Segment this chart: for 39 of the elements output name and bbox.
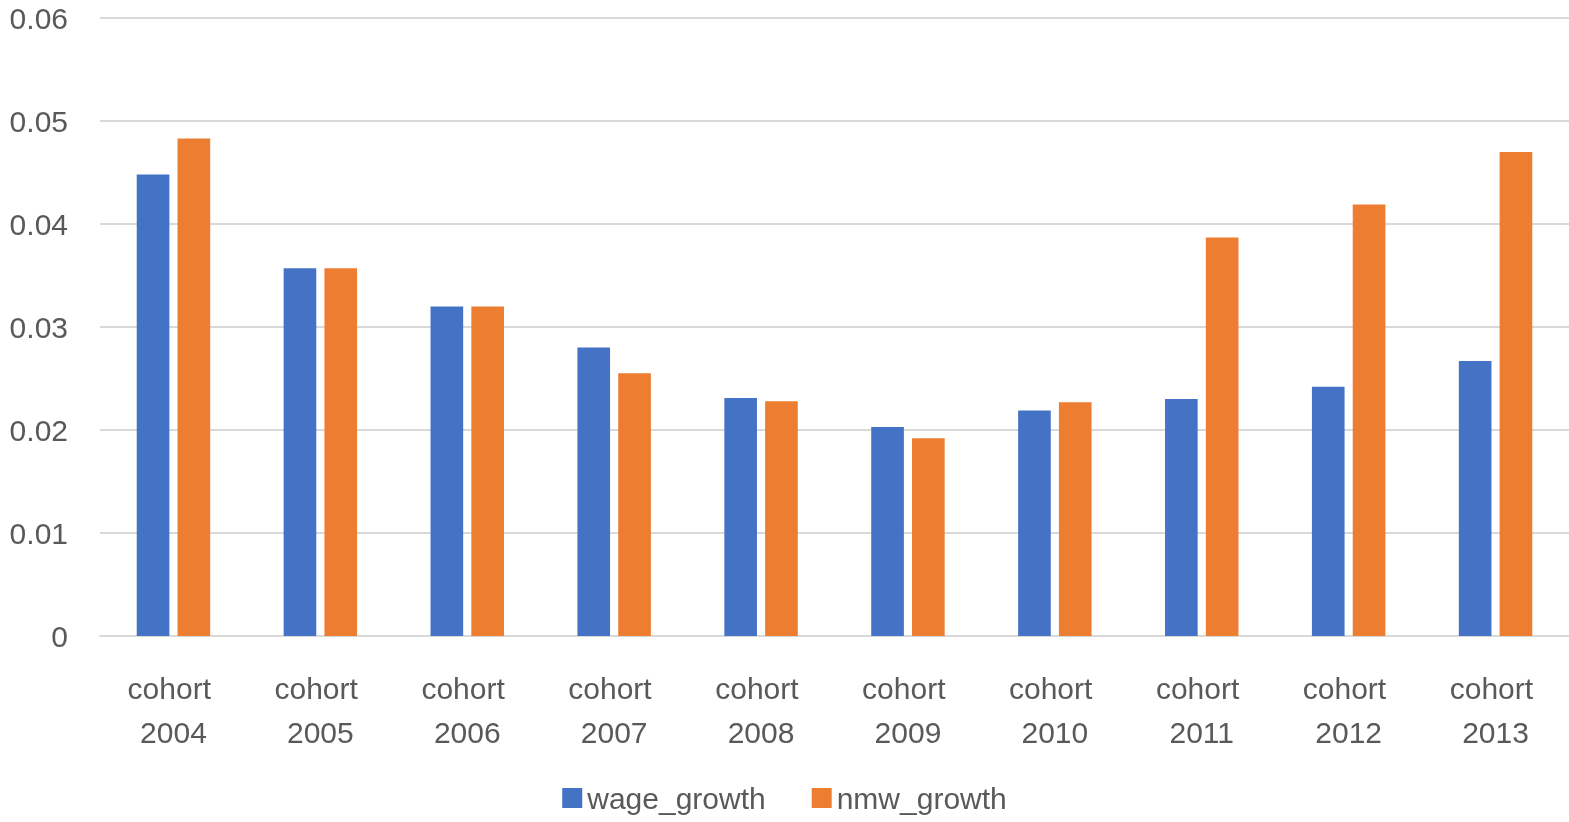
y-tick-label: 0.01 bbox=[9, 516, 68, 550]
y-tick-label: 0.03 bbox=[9, 310, 68, 344]
bar bbox=[471, 306, 504, 636]
y-tick-label: 0.05 bbox=[9, 104, 68, 138]
bar bbox=[1165, 399, 1198, 636]
x-tick-label: cohort 2010 bbox=[1008, 671, 1101, 749]
x-tick-label: cohort 2006 bbox=[421, 671, 514, 749]
y-tick-label: 0.04 bbox=[9, 207, 68, 241]
x-tick-label: cohort 2004 bbox=[127, 671, 220, 749]
bar bbox=[177, 138, 211, 636]
bar bbox=[1311, 386, 1345, 636]
x-tick-label: cohort 2011 bbox=[1155, 671, 1248, 749]
bar bbox=[1205, 237, 1239, 636]
x-tick-label: cohort 2008 bbox=[715, 671, 807, 749]
x-tick-label: cohort 2013 bbox=[1449, 671, 1542, 749]
legend-label: wage_growth bbox=[586, 781, 766, 815]
x-tick-label: cohort 2012 bbox=[1302, 671, 1395, 749]
x-tick-label: cohort 2005 bbox=[274, 671, 367, 749]
y-tick-label: 0.06 bbox=[9, 1, 68, 35]
bar bbox=[912, 438, 945, 636]
bar bbox=[136, 174, 170, 636]
bar bbox=[1499, 151, 1533, 636]
bar bbox=[618, 373, 651, 636]
bar bbox=[1458, 360, 1492, 636]
legend-label: nmw_growth bbox=[836, 781, 1007, 815]
y-tick-label: 0.02 bbox=[9, 413, 68, 447]
x-tick-label: cohort 2009 bbox=[862, 671, 954, 749]
bar bbox=[724, 398, 757, 636]
bar bbox=[283, 268, 317, 636]
bar bbox=[1058, 402, 1092, 636]
x-tick-label: cohort 2007 bbox=[568, 671, 661, 749]
y-tick-label: 0 bbox=[51, 619, 68, 653]
bar bbox=[1352, 204, 1386, 636]
bar bbox=[324, 268, 358, 636]
bar bbox=[1018, 410, 1051, 636]
bar bbox=[765, 401, 798, 636]
bar bbox=[577, 347, 611, 636]
bar bbox=[430, 306, 464, 636]
bar bbox=[871, 426, 904, 636]
